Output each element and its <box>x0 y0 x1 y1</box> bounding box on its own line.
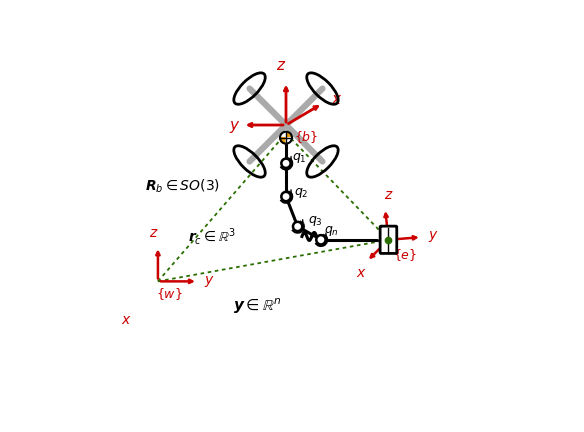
Circle shape <box>317 235 325 245</box>
Text: $\boldsymbol{y} \in \mathbb{R}^n$: $\boldsymbol{y} \in \mathbb{R}^n$ <box>233 296 281 316</box>
Text: $z$: $z$ <box>276 60 286 73</box>
Circle shape <box>281 159 291 168</box>
Wedge shape <box>280 138 286 144</box>
Text: $x$: $x$ <box>331 93 342 107</box>
Circle shape <box>281 192 291 201</box>
Text: $q_1$: $q_1$ <box>292 151 307 165</box>
Text: $y$: $y$ <box>229 119 240 135</box>
Circle shape <box>293 222 303 231</box>
Text: $\{w\}$: $\{w\}$ <box>157 286 183 302</box>
Text: $y$: $y$ <box>204 274 215 289</box>
FancyBboxPatch shape <box>380 226 397 254</box>
Text: $\{e\}$: $\{e\}$ <box>394 247 418 263</box>
Text: $q_2$: $q_2$ <box>294 186 309 200</box>
Text: $q_3$: $q_3$ <box>308 214 322 229</box>
Text: $y$: $y$ <box>429 229 439 244</box>
Text: $\boldsymbol{r}_c \in \mathbb{R}^3$: $\boldsymbol{r}_c \in \mathbb{R}^3$ <box>188 226 236 247</box>
Wedge shape <box>280 132 286 138</box>
Text: $\boldsymbol{R}_b \in SO(3)$: $\boldsymbol{R}_b \in SO(3)$ <box>145 178 220 195</box>
Text: $z$: $z$ <box>384 187 393 201</box>
Text: $\{b\}$: $\{b\}$ <box>294 129 319 145</box>
Text: $x$: $x$ <box>356 266 367 280</box>
Wedge shape <box>286 138 292 144</box>
Wedge shape <box>286 132 292 138</box>
Text: $x$: $x$ <box>121 313 131 327</box>
Text: $z$: $z$ <box>149 226 159 240</box>
Text: $q_n$: $q_n$ <box>324 224 339 238</box>
